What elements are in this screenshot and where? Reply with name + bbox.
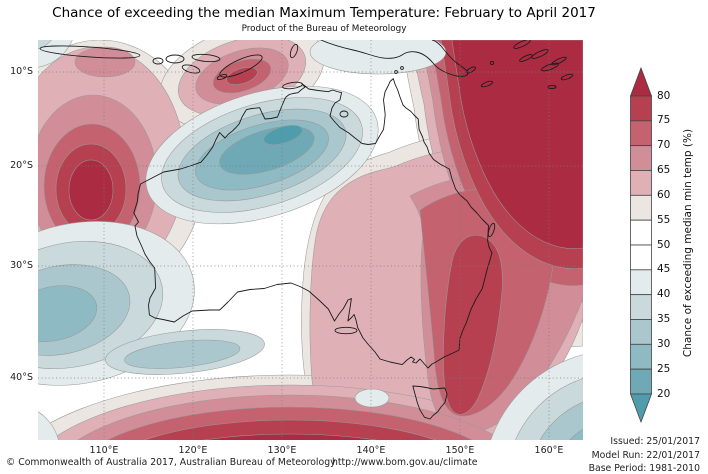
colorbar-segment [630, 194, 652, 221]
colorbar-tick: 20 [657, 387, 671, 400]
contour-band-above-80 [68, 40, 583, 440]
australia-coastline [133, 78, 493, 369]
island-sumbawa [165, 54, 185, 64]
island-dentrecasteaux [466, 66, 476, 74]
colorbar-tick: 50 [657, 238, 671, 251]
bom-url: http://www.bom.gov.au/climate [332, 457, 478, 468]
colorbar-tick: 35 [657, 313, 671, 325]
lon-tick-150e: 150°E [445, 445, 475, 456]
lon-tick-140e: 140°E [356, 445, 386, 456]
colorbar-title: Chance of exceeding median min temp (%) [682, 128, 694, 358]
colorbar-segment [630, 269, 652, 296]
island-malaita [551, 56, 567, 66]
colorbar-tick: 75 [657, 114, 671, 127]
island-choiseul [513, 40, 531, 49]
colorbar-segment [630, 219, 652, 246]
island-sumba [181, 64, 201, 74]
colorbar-tick: 45 [657, 263, 671, 276]
island-melville [282, 81, 303, 90]
island-new-georgia [519, 54, 533, 62]
island-flores [191, 53, 221, 63]
page-subtitle: Product of the Bureau of Meteorology [241, 24, 407, 34]
colorbar-tick: 40 [657, 288, 671, 301]
coastlines [39, 40, 574, 420]
colorbar-tick: 65 [657, 164, 671, 176]
lon-tick-110e: 110°E [89, 445, 119, 456]
colorbar-tick: 70 [657, 139, 671, 152]
island-torres-2 [400, 66, 404, 70]
gridlines [38, 40, 583, 440]
island-lombok [152, 57, 164, 65]
lon-tick-160e: 160°E [534, 445, 564, 456]
colorbar-segment [630, 170, 652, 196]
island-makira [560, 73, 574, 81]
colorbar-segment [630, 294, 652, 320]
colorbar-segment [630, 368, 652, 395]
copyright-text: © Commonwealth of Australia 2017, Austra… [6, 457, 336, 468]
island-santa-isabel [531, 49, 549, 59]
colorbar-segment [630, 145, 652, 171]
lon-tick-120e: 120°E [178, 445, 208, 456]
island-java [39, 45, 141, 59]
colorbar-segment [630, 343, 652, 370]
island-tanimbar [289, 43, 299, 59]
colorbar-tick: 25 [657, 362, 671, 375]
island-louisiade [480, 80, 494, 88]
island-rote [216, 74, 228, 80]
island-woodlark [489, 60, 495, 66]
colorbar-tick: 60 [657, 188, 671, 201]
page-title: Chance of exceeding the median Maximum T… [52, 5, 596, 21]
colorbar-tick: 30 [657, 337, 671, 350]
colorbar-segment [630, 319, 652, 345]
lat-tick-40s: 40°S [10, 372, 33, 383]
tasmania-coastline [412, 385, 448, 420]
colorbar-segment [630, 120, 652, 147]
island-rennell [547, 85, 557, 89]
lat-tick-30s: 30°S [10, 260, 33, 271]
colorbar-segment [630, 244, 652, 271]
lat-tick-10s: 10°S [10, 66, 33, 77]
island-groote [339, 110, 349, 118]
island-fraser [487, 222, 496, 238]
contour-band-below-20 [263, 125, 303, 145]
issue-info-block: Issued: 25/01/2017 Model Run: 22/01/2017… [589, 435, 700, 474]
colorbar-tick: 55 [657, 213, 671, 226]
base-period: Base Period: 1981-2010 [588, 463, 700, 474]
issued-date: Issued: 25/01/2017 [610, 436, 700, 447]
colorbar-tick: 80 [657, 89, 671, 102]
lon-tick-130e: 130°E [267, 445, 297, 456]
colorbar-arrow-top [629, 66, 653, 97]
colorbar-arrow-bottom [629, 393, 653, 424]
colorbar [629, 66, 653, 424]
colorbar-segment [630, 95, 652, 122]
lat-tick-20s: 20°S [10, 160, 33, 171]
island-kangaroo [334, 326, 358, 335]
model-run-date: Model Run: 22/01/2017 [591, 449, 700, 461]
